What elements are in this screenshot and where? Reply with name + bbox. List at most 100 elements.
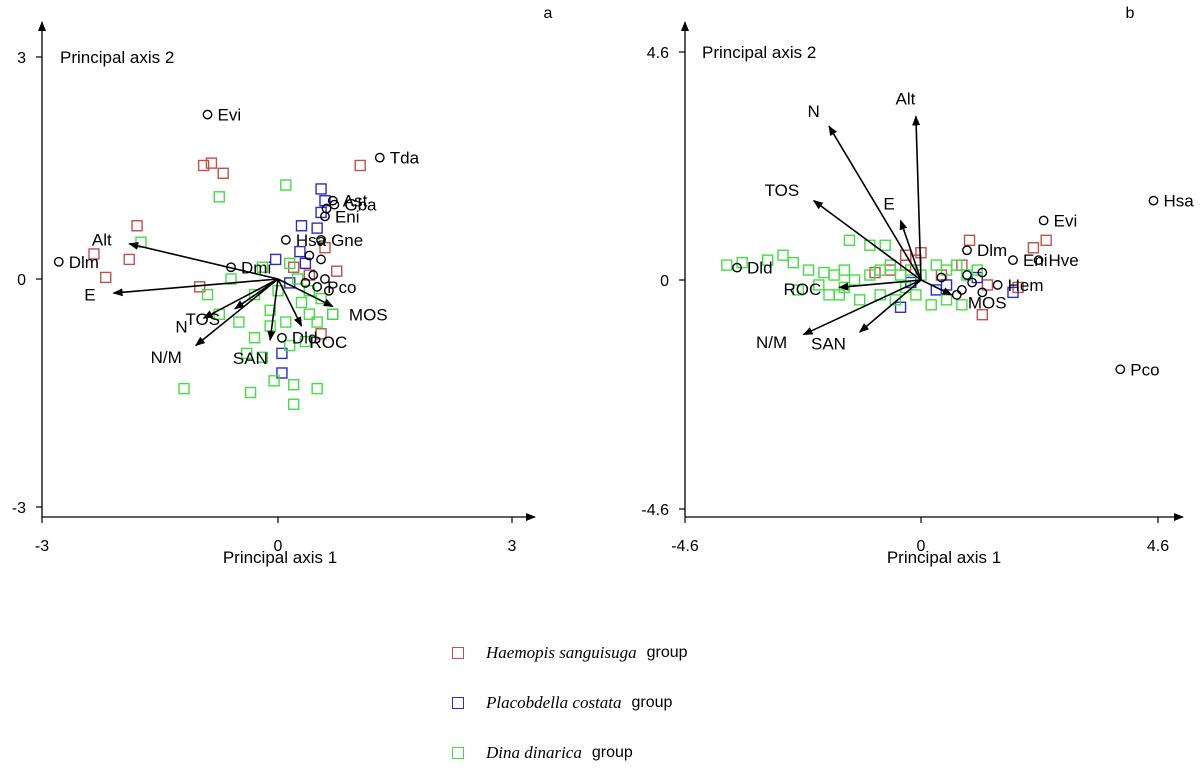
y-tick-label: 0 (660, 273, 669, 290)
group-point (327, 308, 339, 320)
species-point (329, 199, 340, 210)
group-point (233, 316, 245, 328)
vector-label: ROC (784, 280, 822, 299)
species-label: Hve (1049, 251, 1079, 270)
group-point (269, 253, 282, 266)
vector-label: Alt (92, 231, 112, 250)
vector-label: MOS (968, 294, 1007, 313)
vector-arrow (828, 125, 922, 281)
group-point (925, 299, 937, 311)
group-point (910, 289, 922, 301)
group-point (777, 249, 789, 261)
vector-arrow (128, 241, 279, 280)
vector-arrow (234, 278, 279, 310)
group-point (256, 351, 269, 363)
species-label: Gba (344, 196, 377, 215)
vector-arrow (277, 278, 334, 308)
legend-suffix: group (591, 744, 633, 761)
vector-arrow (858, 279, 922, 333)
group-point (823, 289, 835, 301)
legend-swatch-dina (452, 747, 464, 759)
vector-arrow (277, 278, 303, 327)
x-axis-label: Principal axis 1 (887, 548, 1001, 567)
species-point (53, 256, 64, 267)
y-tick-label: -3 (12, 500, 26, 517)
species-label: Hsa (296, 231, 327, 250)
species-point (316, 234, 326, 245)
vector-label: N/M (756, 333, 787, 352)
group-point (930, 259, 943, 271)
species-point (951, 289, 962, 300)
species-point (308, 270, 319, 280)
species-label: Pco (1130, 360, 1159, 379)
panel-a: -3 0 3 3 0 -3 Principal axis 1 Principal axis 2… (12, 5, 553, 567)
group-point (792, 284, 805, 296)
group-point (331, 265, 343, 277)
group-point (787, 256, 799, 269)
group-point (201, 288, 214, 301)
group-point (311, 382, 323, 395)
species-point (316, 254, 326, 265)
group-point (976, 309, 989, 321)
group-point (256, 261, 269, 273)
vector-label: TOS (765, 181, 800, 200)
vector-arrow (912, 115, 922, 281)
vector-label: E (84, 286, 95, 305)
y-tick-label: 3 (17, 50, 26, 67)
group-point (123, 253, 135, 266)
y-tick-label: 0 (17, 272, 26, 289)
vector-label: MOS (349, 305, 388, 324)
legend-suffix: group (631, 694, 673, 711)
group-point (264, 304, 276, 317)
species-point (374, 152, 385, 163)
species-label: Dld (292, 329, 318, 348)
species-label: Hem (1008, 276, 1044, 295)
group-point (268, 375, 280, 387)
x-axis-label: Principal axis 1 (223, 548, 337, 567)
group-point (879, 239, 891, 251)
species-label: Evi (218, 106, 242, 125)
vector-arrow (812, 199, 922, 281)
species-label: Dlm (69, 253, 99, 272)
group-point (894, 269, 907, 281)
legend-label: Dina dinarica (486, 743, 582, 762)
species-point (962, 245, 972, 256)
species-point (321, 203, 332, 214)
vector-arrow (112, 278, 279, 297)
group-point (884, 259, 897, 271)
group-point (889, 294, 902, 306)
legend: Haemopis sanguisuga group Placobdella co… (452, 628, 852, 778)
group-point (327, 308, 339, 320)
group-point (802, 264, 815, 276)
group-point (1027, 242, 1040, 254)
group-point (853, 294, 866, 306)
y-axis-label: Principal axis 2 (60, 48, 174, 67)
vector-label: SAN (811, 335, 846, 354)
group-point (287, 398, 300, 410)
group-point (963, 234, 976, 247)
species-point (320, 211, 330, 222)
species-point (956, 285, 967, 295)
species-label: Eni (1023, 251, 1048, 270)
group-point (813, 279, 825, 291)
group-point (213, 191, 225, 203)
group-point (303, 308, 316, 320)
vector-arrow (202, 278, 279, 319)
legend-item-dina: Dina dinarica group (452, 728, 852, 778)
species-label: Gne (331, 231, 363, 250)
group-point (971, 264, 983, 276)
legend-swatch-placobdella (452, 697, 464, 709)
x-tick-label: 3 (508, 538, 517, 555)
group-point (1040, 234, 1052, 247)
x-tick-label: 0 (917, 538, 926, 555)
species-label: Dld (747, 259, 773, 278)
group-point (178, 382, 190, 395)
vector-label: N (175, 318, 187, 337)
species-label: Ast (343, 192, 368, 211)
y-tick-label: 4.6 (647, 45, 669, 62)
x-tick-label: -4.6 (671, 538, 699, 555)
species-point (1033, 255, 1044, 266)
vector-label: Alt (895, 89, 915, 108)
group-point (838, 264, 851, 276)
species-label: Pco (327, 278, 356, 297)
